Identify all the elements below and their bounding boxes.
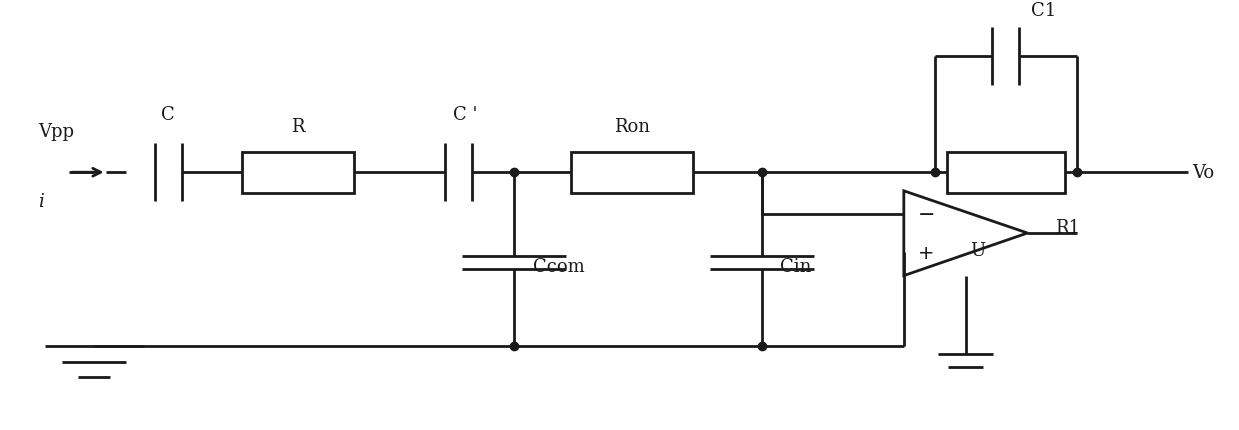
Text: Ron: Ron xyxy=(613,118,650,136)
Text: U: U xyxy=(970,241,986,259)
Text: −: − xyxy=(917,205,935,224)
Text: Ccom: Ccom xyxy=(533,258,585,276)
Bar xyxy=(947,152,1064,194)
Text: R: R xyxy=(291,118,305,136)
Text: Vo: Vo xyxy=(1192,164,1214,182)
Text: C1: C1 xyxy=(1031,2,1056,20)
Text: i: i xyxy=(38,193,45,211)
Text: Cin: Cin xyxy=(781,258,812,276)
Bar xyxy=(243,152,353,194)
Text: R1: R1 xyxy=(1056,218,1080,236)
Text: C: C xyxy=(161,105,175,123)
Text: +: + xyxy=(918,243,934,262)
Text: C ': C ' xyxy=(452,105,477,123)
Text: Vpp: Vpp xyxy=(38,123,74,141)
Bar xyxy=(571,152,693,194)
